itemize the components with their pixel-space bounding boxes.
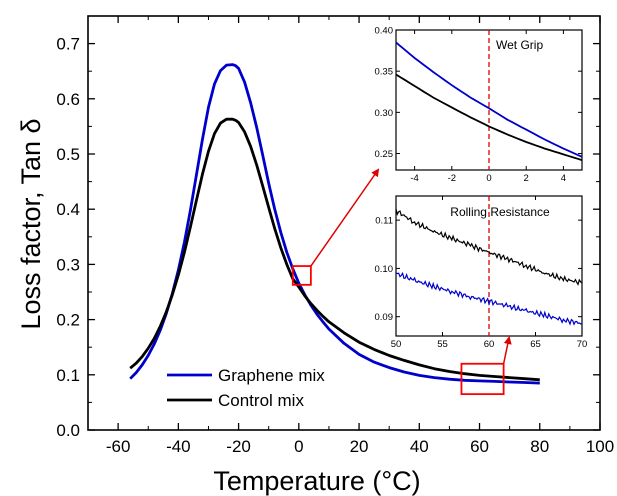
inset-x-tick-label: 2 [524, 173, 529, 184]
y-tick-label: 0.1 [56, 366, 80, 385]
inset-y-tick-label: 0.30 [375, 108, 394, 119]
inset-wet-grip: -4 -2 0 2 4 0.25 0.30 0.35 0.40 Wet Grip [375, 26, 583, 184]
inset-series-line-graphene [395, 41, 583, 158]
x-tick-label: -60 [106, 437, 131, 456]
inset-title: Wet Grip [496, 38, 543, 52]
inset-x-tick-label: 4 [561, 173, 566, 184]
y-tick-label: 0.4 [56, 200, 80, 219]
inset-x-tick-label: 60 [484, 339, 495, 350]
annotation-arrows [310, 168, 512, 364]
x-tick-label: 80 [530, 437, 549, 456]
inset-y-tick-label: 0.40 [375, 26, 394, 37]
arrow-to-wet-grip [310, 168, 380, 267]
x-tick-label: -40 [166, 437, 191, 456]
y-tick-label: 0.7 [56, 35, 80, 54]
inset-x-tick-label: 55 [437, 339, 448, 350]
inset-x-tick-label: -2 [448, 173, 456, 184]
arrow-to-rolling-resistance [502, 336, 512, 364]
inset-series-line-control [395, 73, 583, 161]
highlight-box-1 [291, 265, 312, 286]
y-axis-title: Loss factor, Tan δ [16, 118, 46, 329]
x-tick-label: 40 [410, 437, 429, 456]
series-line-control [129, 117, 540, 382]
legend-label: Graphene mix [218, 366, 325, 385]
inset-y-tick-label: 0.10 [375, 264, 394, 275]
y-tick-label: 0.5 [56, 145, 80, 164]
legend-label: Control mix [218, 391, 304, 410]
legend: Graphene mix Control mix [167, 366, 325, 410]
inset-rolling-resistance: 50 55 60 65 70 0.09 0.10 0.11 Rolling Resistance [375, 195, 588, 350]
y-tick-label: 0.6 [56, 90, 80, 109]
inset-x-tick-label: 65 [530, 339, 541, 350]
plot-frame [87, 15, 601, 431]
inset-y-tick-label: 0.09 [375, 312, 394, 323]
inset-series-line-control [395, 208, 583, 286]
inset-x-tick-label: 70 [577, 339, 588, 350]
x-tick-label: 60 [470, 437, 489, 456]
inset-series-line-graphene [395, 271, 583, 326]
x-tick-label: 0 [294, 437, 303, 456]
inset-x-tick-label: 0 [486, 173, 491, 184]
y-tick-label: 0.3 [56, 255, 80, 274]
x-axis-title: Temperature (°C) [213, 466, 420, 496]
x-tick-label: -20 [226, 437, 251, 456]
main-plot: -60 -40 -20 0 20 40 60 80 1000.00.10.20.30.40.50… [56, 15, 614, 456]
x-tick-label: 100 [586, 437, 614, 456]
inset-x-tick-label: -4 [410, 173, 418, 184]
inset-y-tick-label: 0.35 [375, 67, 394, 78]
inset-x-tick-label: 50 [391, 339, 402, 350]
highlight-box-2 [460, 362, 505, 396]
inset-y-tick-label: 0.25 [375, 149, 394, 160]
y-tick-label: 0.0 [56, 421, 80, 440]
inset-title: Rolling Resistance [450, 205, 550, 219]
x-tick-label: 20 [350, 437, 369, 456]
inset-y-tick-label: 0.11 [375, 216, 393, 227]
y-tick-label: 0.2 [56, 311, 80, 330]
